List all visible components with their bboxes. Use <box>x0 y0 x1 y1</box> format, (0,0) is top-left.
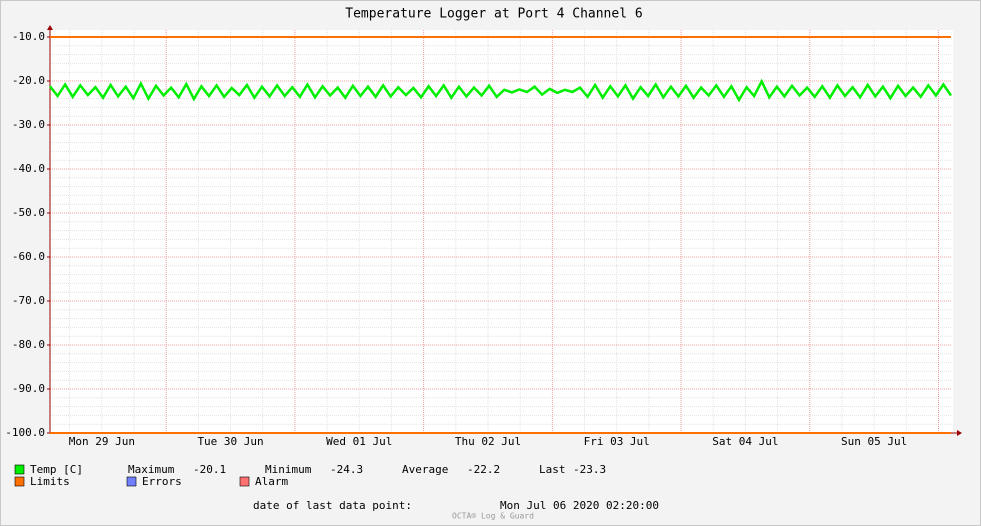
y-tick-label: -60.0 <box>12 250 45 263</box>
y-tick-label: -90.0 <box>12 382 45 395</box>
x-tick-label: Thu 02 Jul <box>455 435 521 448</box>
legend-label: Limits <box>30 475 70 488</box>
y-tick-label: -50.0 <box>12 206 45 219</box>
y-tick-label: -40.0 <box>12 162 45 175</box>
legend-swatch <box>14 464 25 475</box>
x-tick-label: Sat 04 Jul <box>712 435 778 448</box>
y-tick-label: -80.0 <box>12 338 45 351</box>
y-tick-label: -10.0 <box>12 30 45 43</box>
y-tick-label: -30.0 <box>12 118 45 131</box>
watermark: OCTA® Log & Guard <box>452 512 534 521</box>
footer-value: Mon Jul 06 2020 02:20:00 <box>500 499 659 512</box>
x-tick-label: Wed 01 Jul <box>326 435 392 448</box>
y-tick-label: -20.0 <box>12 74 45 87</box>
legend-swatch <box>14 476 25 487</box>
plot-area <box>50 30 953 433</box>
x-tick-label: Mon 29 Jun <box>69 435 135 448</box>
legend-label: Temp [C] <box>30 463 83 476</box>
stat-value: -20.1 <box>193 463 226 476</box>
x-tick-label: Fri 03 Jul <box>584 435 650 448</box>
stat-label: Average <box>402 463 448 476</box>
stat-value: -24.3 <box>330 463 363 476</box>
x-tick-label: Sun 05 Jul <box>841 435 907 448</box>
chart-title: Temperature Logger at Port 4 Channel 6 <box>345 7 642 22</box>
x-axis-arrow <box>957 430 962 436</box>
y-axis-arrow <box>47 25 53 30</box>
legend-swatch <box>239 476 250 487</box>
stat-value: -22.2 <box>467 463 500 476</box>
footer-label: date of last data point: <box>253 499 412 512</box>
stat-value: -23.3 <box>573 463 606 476</box>
data-line <box>49 78 953 103</box>
y-tick-label: -100.0 <box>5 426 45 439</box>
legend-label: Alarm <box>255 475 288 488</box>
stat-label: Last <box>539 463 566 476</box>
stat-label: Minimum <box>265 463 312 476</box>
stat-label: Maximum <box>128 463 175 476</box>
legend-swatch <box>126 476 137 487</box>
legend-label: Errors <box>142 475 182 488</box>
y-tick-label: -70.0 <box>12 294 45 307</box>
x-tick-label: Tue 30 Jun <box>197 435 263 448</box>
